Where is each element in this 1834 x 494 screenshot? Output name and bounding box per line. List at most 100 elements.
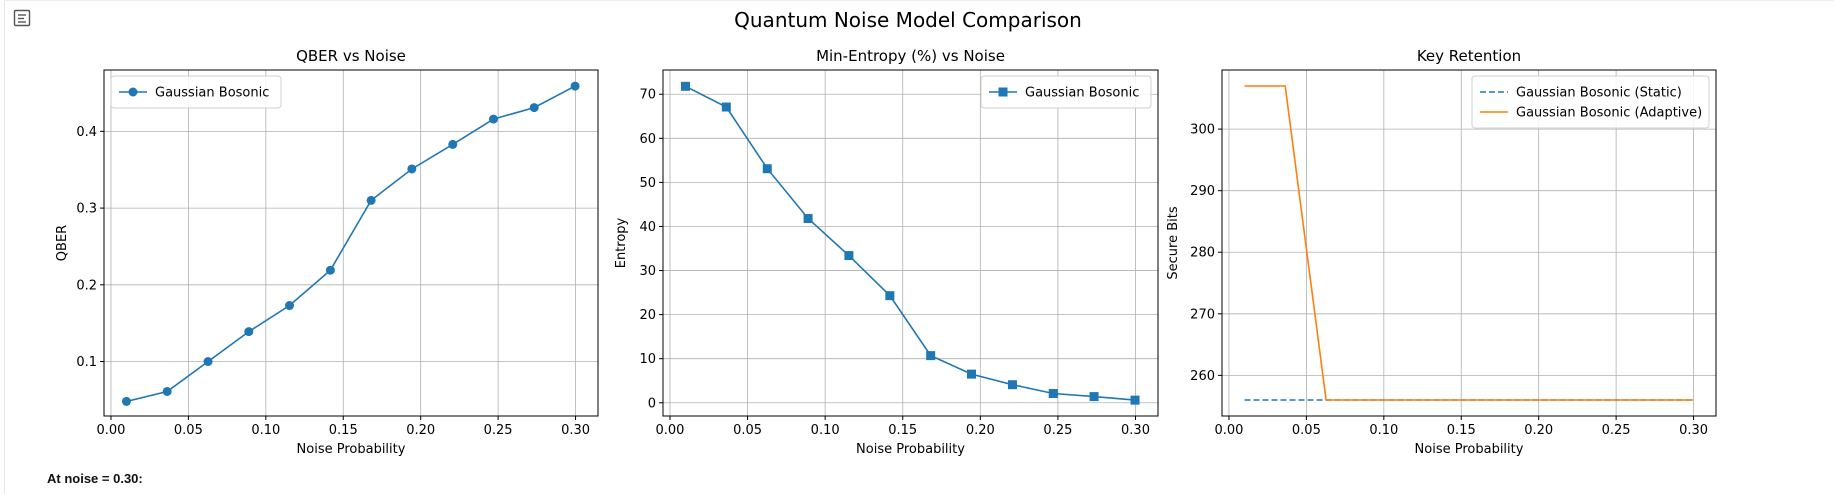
series-line-1 [685,85,1136,401]
axes-3: 0.00 0.05 0.10 0.15 0.20 0.25 0.30 260 270 280 290… [1166,47,1717,457]
x-tick-label: 0.10 [251,423,280,438]
legend: Gaussian Bosonic [110,75,282,109]
legend-label: Gaussian Bosonic (Static) [1516,86,1682,101]
data-point [488,114,498,124]
data-point [121,396,131,406]
y-tick-label: 0 [648,396,656,411]
x-tick-label: 0.05 [1292,423,1321,438]
data-point [885,291,895,301]
data-point [1130,395,1140,405]
data-point [162,386,172,396]
y-tick-label: 0.4 [76,125,97,140]
y-tick-label: 50 [639,176,656,191]
x-tick-label: 0.20 [1524,423,1553,438]
y-tick-label: 290 [1190,184,1215,199]
axes-frame [662,69,1159,417]
x-tick-label: 0.00 [1214,423,1243,438]
data-point [570,81,580,91]
x-tick-label: 0.05 [174,423,203,438]
data-point [966,369,976,379]
legend-label: Gaussian Bosonic (Adaptive) [1516,106,1702,121]
x-axis-label: Noise Probability [856,442,965,457]
y-axis-label: Secure Bits [1166,206,1181,279]
data-point [681,81,690,91]
data-point [803,214,813,224]
output-text: At noise = 0.30: [47,471,143,486]
axes-title: Key Retention [1417,47,1521,65]
x-tick-label: 0.20 [966,423,995,438]
output-collapse-icon[interactable] [10,6,34,30]
data-point [721,102,731,112]
x-tick-label: 0.15 [1447,423,1476,438]
data-point [285,301,295,311]
series-line-2 [1244,85,1694,401]
y-tick-label: 0.3 [76,202,97,217]
x-tick-label: 0.10 [811,423,840,438]
legend-frame [980,75,1152,109]
data-point [844,251,854,261]
x-tick-label: 0.15 [888,423,917,438]
y-axis-label: QBER [55,225,70,261]
axes-1: 0.00 0.05 0.10 0.15 0.20 0.25 0.30 0.1 0.2 0.3 0.4… [55,47,599,457]
cell-top-border [4,0,1834,1]
cell-left-border [4,0,5,494]
y-tick-label: 280 [1190,246,1215,261]
legend-marker [998,87,1008,97]
axes-title: QBER vs Noise [296,47,406,65]
x-tick-label: 0.25 [484,423,513,438]
data-point [448,139,458,149]
data-point [1007,380,1017,390]
x-tick-label: 0.30 [1679,423,1708,438]
y-tick-label: 10 [639,352,656,367]
axes-title: Min-Entropy (%) vs Noise [816,47,1005,65]
x-axis-label: Noise Probability [297,442,406,457]
legend-frame [1471,75,1710,129]
axes-frame [1221,69,1717,417]
axes-2: 0.00 0.05 0.10 0.15 0.20 0.25 0.30 0 10 20 30 40 50 6… [614,47,1159,457]
output-collapse-glyph [13,9,31,27]
y-tick-label: 260 [1190,369,1215,384]
x-tick-label: 0.30 [561,423,590,438]
y-tick-label: 40 [639,220,656,235]
x-tick-label: 0.10 [1369,423,1398,438]
data-point [203,357,213,367]
y-tick-label: 30 [639,264,656,279]
x-tick-label: 0.05 [733,423,762,438]
legend-marker [128,87,138,97]
data-point [529,103,539,113]
x-tick-label: 0.25 [1602,423,1631,438]
data-point [1048,389,1058,399]
x-axis-label: Noise Probability [1415,442,1524,457]
x-tick-label: 0.20 [406,423,435,438]
x-tick-label: 0.00 [656,423,685,438]
data-point [244,327,254,337]
data-point [762,164,772,174]
legend-label: Gaussian Bosonic [155,86,269,101]
x-tick-label: 0.30 [1121,423,1150,438]
y-tick-label: 20 [639,308,656,323]
legend-label: Gaussian Bosonic [1025,86,1139,101]
y-tick-label: 70 [639,88,656,103]
x-tick-label: 0.25 [1043,423,1072,438]
x-tick-label: 0.00 [96,423,125,438]
y-tick-label: 0.1 [76,355,97,370]
axes-container: 0.00 0.05 0.10 0.15 0.20 0.25 0.30 0.1 0.2 0.3 0.4… [55,47,1717,457]
data-point [366,195,376,205]
y-tick-label: 60 [639,132,656,147]
y-axis-label: Entropy [614,217,629,268]
y-tick-label: 270 [1190,307,1215,322]
data-point [926,351,936,361]
legend: Gaussian Bosonic [980,75,1152,109]
figure-suptitle: Quantum Noise Model Comparison [734,8,1082,32]
data-point [1089,392,1099,402]
data-point [325,265,335,275]
data-point [407,164,417,174]
x-tick-label: 0.15 [329,423,358,438]
y-tick-label: 300 [1190,123,1215,138]
series-line-1 [126,85,576,403]
legend-frame [110,75,282,109]
axes-frame [103,69,599,417]
y-tick-label: 0.2 [76,278,97,293]
legend: Gaussian Bosonic (Static) Gaussian Bosoni… [1471,75,1710,129]
